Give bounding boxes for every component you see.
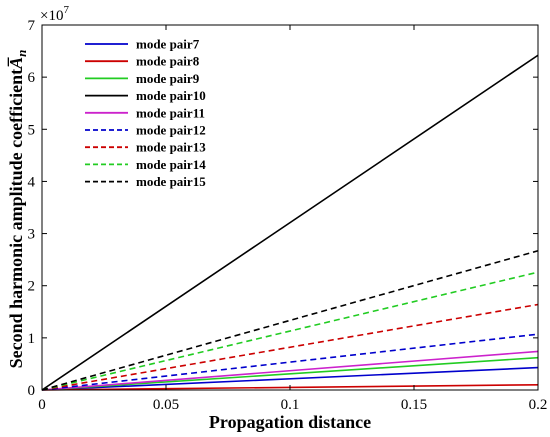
series-line-6 xyxy=(41,333,539,391)
x-tick-label: 0.15 xyxy=(401,397,427,413)
plot-area xyxy=(41,54,539,391)
y-tick-label: 3 xyxy=(28,227,36,243)
series-line-9 xyxy=(41,250,539,391)
legend-label: mode pair11 xyxy=(136,105,205,120)
y-tick-label: 5 xyxy=(28,122,36,138)
y-tick-label: 1 xyxy=(28,331,36,347)
x-tick-label: 0.1 xyxy=(281,397,300,413)
series-line-7 xyxy=(41,303,539,391)
y-axis-label: Second harmonic amplitude coefficientA̅n xyxy=(6,50,29,369)
legend-label: mode pair10 xyxy=(136,88,206,103)
legend-label: mode pair7 xyxy=(136,37,200,52)
legend-label: mode pair14 xyxy=(136,157,206,172)
series-line-5 xyxy=(41,350,539,391)
y-axis-label-text: Second harmonic amplitude coefficient xyxy=(6,69,26,368)
legend-label: mode pair13 xyxy=(136,140,206,155)
series-line-3 xyxy=(41,356,539,391)
y-axis-label-subscript: n xyxy=(14,50,29,57)
y-axis-label-symbol: A̅ xyxy=(6,57,26,70)
x-tick-label: 0 xyxy=(38,397,46,413)
y-axis-multiplier: ×107 xyxy=(40,4,69,24)
axes-frame xyxy=(41,24,539,391)
series-line-4 xyxy=(41,54,539,391)
legend-label: mode pair9 xyxy=(136,71,200,86)
legend: mode pair7 mode pair8 mode pair9 mode pair1… xyxy=(85,37,206,189)
x-tick-label: 0.2 xyxy=(529,397,548,413)
legend-label: mode pair12 xyxy=(136,123,206,138)
y-tick-label: 7 xyxy=(28,18,36,34)
series-line-8 xyxy=(41,271,539,391)
legend-label: mode pair15 xyxy=(136,174,206,189)
x-axis-label: Propagation distance xyxy=(209,412,371,432)
series-line-1 xyxy=(41,366,539,391)
y-tick-label: 4 xyxy=(28,174,36,190)
x-tick-label: 0.05 xyxy=(153,397,179,413)
legend-label: mode pair8 xyxy=(136,54,200,69)
y-tick-label: 0 xyxy=(28,383,36,399)
y-tick-label: 6 xyxy=(28,70,36,86)
y-tick-label: 2 xyxy=(28,279,36,295)
axes: 0 0.05 0.1 0.15 0.2 0 1 2 3 4 5 6 7 xyxy=(28,18,548,413)
